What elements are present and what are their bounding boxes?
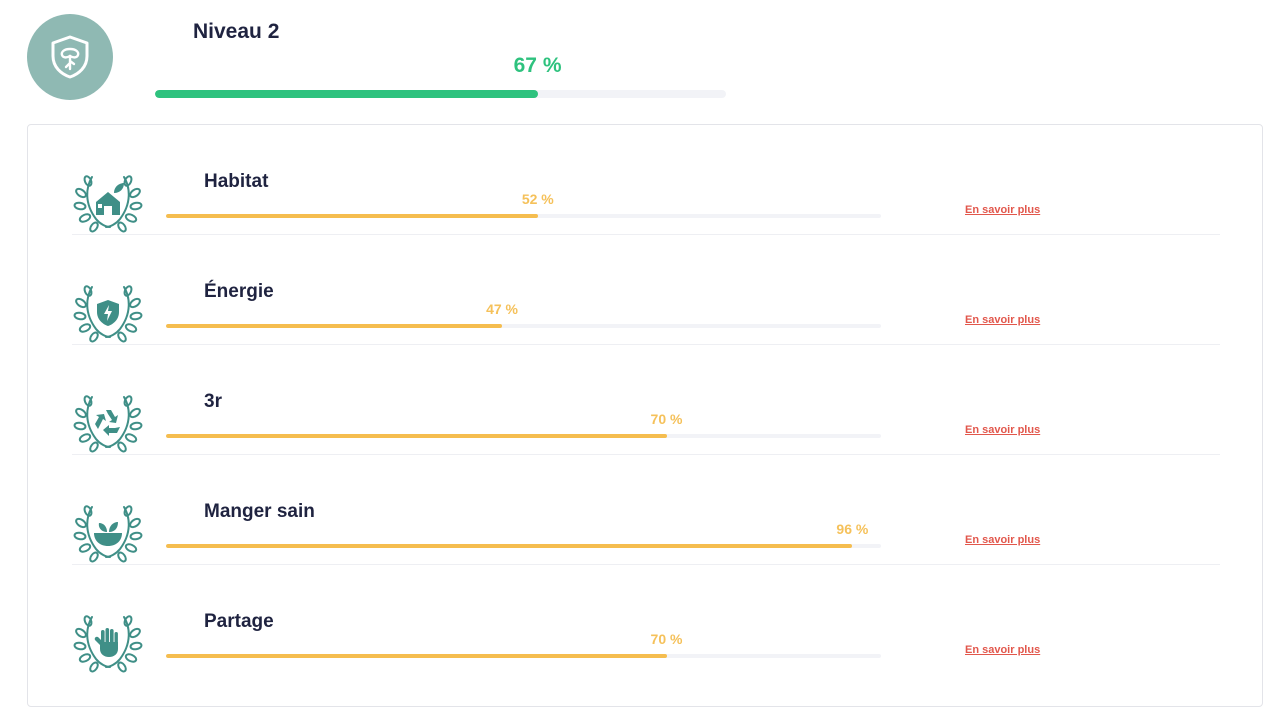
learn-more-link-manger-sain[interactable]: En savoir plus [965, 534, 1041, 546]
category-percent: 52 % [521, 191, 554, 207]
category-progress-fill [166, 214, 538, 218]
category-progress-fill [166, 544, 853, 548]
category-progress-bar [166, 654, 881, 658]
category-row-manger-sain: Manger sain 96 % En savoir plus [28, 455, 1262, 565]
category-row-energie: Énergie 47 % En savoir plus [28, 235, 1262, 345]
category-progress-bar [166, 434, 881, 438]
category-row-partage: Partage 70 % En savoir plus [28, 565, 1262, 675]
learn-more-link-partage[interactable]: En savoir plus [965, 644, 1041, 656]
row-divider [72, 344, 1220, 345]
level-progress-bar [155, 90, 726, 98]
house-leaf-icon [70, 169, 146, 233]
row-divider [72, 564, 1220, 565]
category-title: Énergie [204, 281, 274, 302]
category-percent: 70 % [650, 411, 683, 427]
category-progress-bar [166, 214, 881, 218]
salad-bowl-icon [70, 499, 146, 563]
category-progress-fill [166, 434, 667, 438]
learn-more-link-3r[interactable]: En savoir plus [965, 424, 1041, 436]
level-percent: 67 % [513, 54, 562, 77]
categories-card: Habitat 52 % En savoir plus Énergie 47 %… [27, 124, 1263, 707]
shield-tree-icon [51, 35, 89, 79]
category-row-3r: 3r 70 % En savoir plus [28, 345, 1262, 455]
category-title: Habitat [204, 171, 269, 192]
category-progress-bar [166, 324, 881, 328]
category-progress-fill [166, 654, 667, 658]
category-percent: 70 % [650, 631, 683, 647]
row-divider [72, 454, 1220, 455]
category-progress-fill [166, 324, 503, 328]
category-progress-bar [166, 544, 881, 548]
learn-more-link-energie[interactable]: En savoir plus [965, 314, 1041, 326]
category-title: Partage [204, 611, 274, 632]
recycle-icon [70, 389, 146, 453]
category-percent: 47 % [486, 301, 519, 317]
level-progress-fill [155, 90, 538, 98]
category-row-habitat: Habitat 52 % En savoir plus [28, 125, 1262, 235]
shield-bolt-icon [70, 279, 146, 343]
category-percent: 96 % [836, 521, 869, 537]
level-title: Niveau 2 [193, 20, 280, 43]
category-title: 3r [204, 391, 222, 412]
row-divider [72, 234, 1220, 235]
learn-more-link-habitat[interactable]: En savoir plus [965, 204, 1041, 216]
level-badge [27, 14, 113, 100]
hand-icon [70, 609, 146, 673]
category-title: Manger sain [204, 501, 315, 522]
